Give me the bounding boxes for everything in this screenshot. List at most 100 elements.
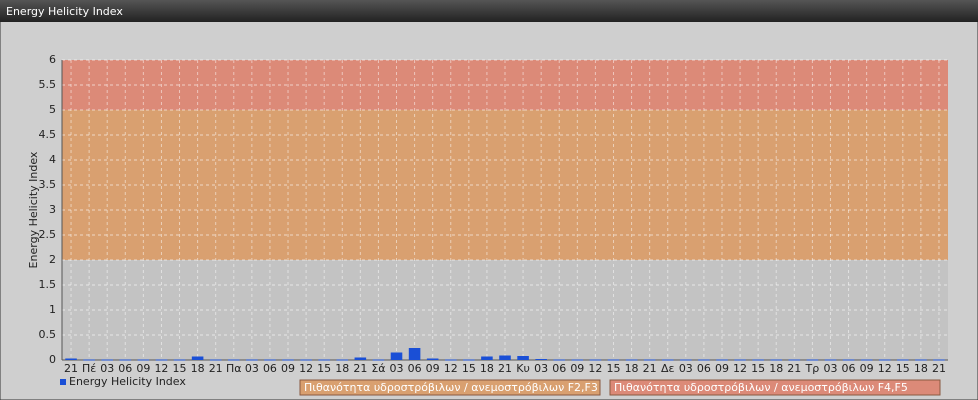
x-tick-label: Σά	[371, 362, 385, 375]
y-tick-label: 0	[49, 353, 56, 366]
y-tick-label: 2.5	[39, 228, 57, 241]
bar	[282, 359, 294, 361]
y-tick-label: 3.5	[39, 178, 57, 191]
bar	[680, 359, 692, 361]
bar	[83, 359, 95, 361]
x-tick-label: 03	[679, 362, 693, 375]
x-tick-label: Δε	[661, 362, 675, 375]
x-tick-label: 06	[697, 362, 711, 375]
legend-label: Energy Helicity Index	[69, 375, 186, 388]
bar	[481, 356, 493, 360]
x-tick-label: 21	[787, 362, 801, 375]
x-tick-label: 09	[426, 362, 440, 375]
bar	[661, 359, 674, 361]
bar	[246, 359, 258, 361]
bar	[915, 359, 927, 361]
bar	[173, 359, 186, 361]
y-tick-label: 6	[49, 53, 56, 66]
x-tick-label: 21	[643, 362, 657, 375]
bar	[101, 359, 113, 361]
bar	[842, 359, 855, 361]
band-legend-box	[609, 379, 941, 396]
x-tick-label: 03	[823, 362, 837, 375]
y-tick-label: 4	[49, 153, 56, 166]
x-tick-label: 12	[733, 362, 747, 375]
bar	[752, 359, 764, 361]
x-tick-label: 06	[842, 362, 856, 375]
bar	[137, 359, 150, 361]
x-tick-label: 12	[444, 362, 458, 375]
x-tick-label: 18	[625, 362, 639, 375]
bar	[878, 359, 891, 361]
bar	[553, 359, 566, 361]
x-tick-label: 21	[64, 362, 78, 375]
x-tick-label: 21	[932, 362, 946, 375]
bar	[155, 359, 168, 361]
x-tick-label: 06	[118, 362, 132, 375]
x-tick-label: 06	[408, 362, 422, 375]
x-tick-label: Τρ	[805, 362, 820, 375]
header-title: Energy Helicity Index	[6, 5, 123, 18]
bar	[734, 359, 746, 361]
bar	[444, 359, 457, 361]
x-tick-label: 21	[209, 362, 223, 375]
bar	[571, 359, 584, 361]
bar	[408, 348, 421, 360]
bar	[607, 359, 620, 361]
x-tick-label: 21	[498, 362, 512, 375]
bar	[354, 357, 367, 360]
legend-swatch	[60, 379, 66, 385]
bar	[625, 359, 638, 361]
y-tick-label: 2	[49, 253, 56, 266]
x-tick-label: 15	[896, 362, 910, 375]
y-tick-label: 1.5	[39, 278, 57, 291]
bar	[698, 359, 710, 361]
x-tick-label: 18	[335, 362, 349, 375]
band-legend-label: Πιθανότητα υδροστρόβιλων / ανεμοστρόβιλω…	[614, 381, 908, 394]
bar	[897, 359, 909, 361]
bar	[824, 359, 837, 361]
y-tick-label: 5.5	[39, 78, 57, 91]
x-tick-label: 03	[245, 362, 259, 375]
bar	[318, 359, 330, 361]
x-tick-label: 12	[299, 362, 313, 375]
x-tick-label: 15	[173, 362, 187, 375]
bar	[643, 359, 656, 361]
x-tick-label: 12	[878, 362, 892, 375]
x-tick-label: Πέ	[82, 362, 96, 375]
x-tick-label: 09	[860, 362, 874, 375]
bar	[264, 359, 276, 361]
bar	[860, 359, 873, 361]
bar	[788, 359, 801, 361]
bar	[517, 356, 529, 360]
x-tick-label: 15	[462, 362, 476, 375]
x-tick-label: 18	[914, 362, 928, 375]
x-tick-label: 03	[390, 362, 404, 375]
y-tick-label: 5	[49, 103, 56, 116]
y-tick-label: 1	[49, 303, 56, 316]
x-tick-label: 15	[606, 362, 620, 375]
x-tick-label: Πα	[226, 362, 242, 375]
x-tick-label: 09	[715, 362, 729, 375]
bar	[372, 359, 385, 361]
bar	[65, 358, 77, 360]
bar	[770, 359, 783, 361]
bar	[499, 355, 511, 360]
x-tick-label: 03	[534, 362, 548, 375]
y-axis-label: Energy Helicity Index	[27, 151, 40, 268]
bar	[119, 359, 132, 361]
bar	[300, 359, 312, 361]
x-tick-label: 18	[191, 362, 205, 375]
x-tick-label: 12	[588, 362, 602, 375]
bar	[463, 359, 475, 361]
y-tick-label: 0.5	[39, 328, 57, 341]
bar	[390, 352, 403, 360]
bar	[716, 359, 728, 361]
band-legend-label: Πιθανότητα υδροστρόβιλων / ανεμοστρόβιλω…	[304, 381, 598, 394]
bar	[191, 356, 204, 360]
x-tick-label: 12	[154, 362, 168, 375]
band-legend-box	[299, 379, 601, 396]
x-tick-label: 09	[136, 362, 150, 375]
x-tick-label: 18	[769, 362, 783, 375]
